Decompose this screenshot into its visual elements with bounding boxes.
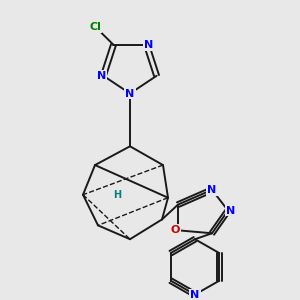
Text: N: N (144, 40, 153, 50)
Text: N: N (97, 71, 106, 81)
Text: H: H (113, 190, 121, 200)
Text: N: N (125, 88, 135, 98)
Text: Cl: Cl (89, 22, 101, 32)
Text: N: N (207, 185, 217, 195)
Text: N: N (226, 206, 236, 215)
Text: N: N (190, 290, 200, 300)
Text: O: O (170, 225, 180, 235)
